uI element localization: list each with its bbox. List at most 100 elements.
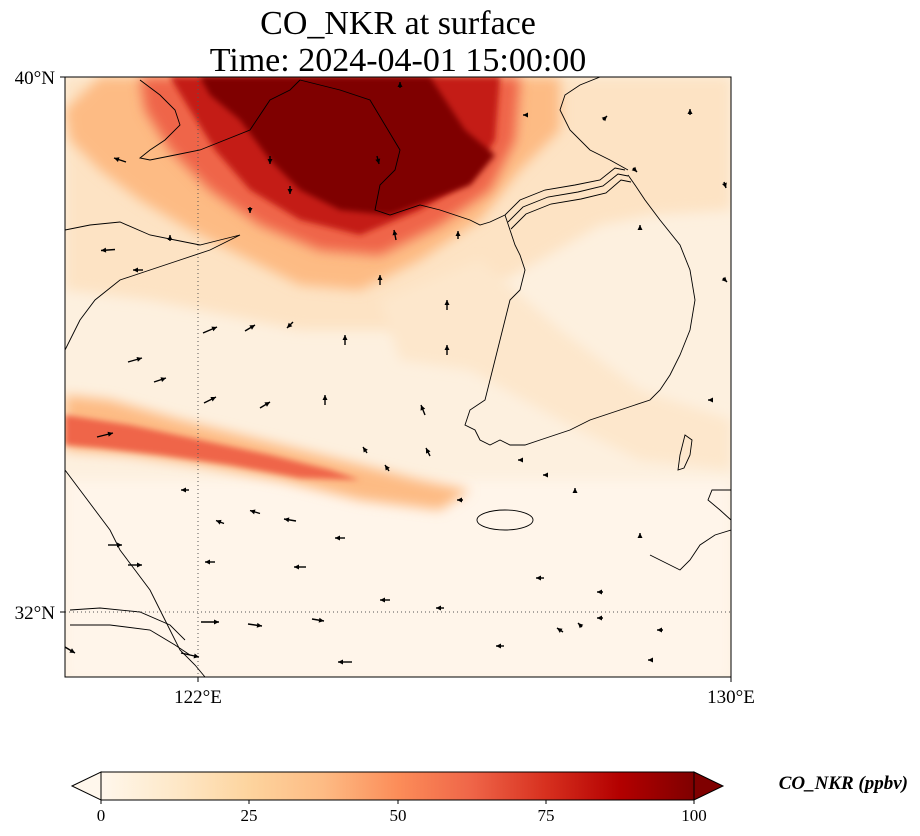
- wind-arrow-head: [457, 497, 462, 503]
- coast-north-korea-west: [299, 79, 506, 226]
- wind-arrow-head: [287, 322, 293, 328]
- wind-arrow-head: [181, 487, 186, 493]
- colorbar-extend-low: [70, 771, 102, 801]
- colorbar-tick-75: 75: [538, 806, 555, 825]
- colorbar-title: CO_NKR (ppbv): [779, 773, 908, 794]
- wind-arrow-head: [392, 230, 398, 236]
- wind-arrow-head: [107, 431, 113, 437]
- colorbar: 0 25 50 75 100 CO_NKR (ppbv): [70, 771, 908, 825]
- wind-arrow-head: [543, 472, 548, 478]
- wind-arrow-head: [657, 627, 662, 633]
- coast-kyushu: [707, 489, 731, 521]
- wind-arrow-head: [214, 619, 219, 625]
- wind-arrow-head: [101, 247, 107, 253]
- wind-arrow-head: [249, 325, 255, 330]
- border-line-3: [510, 179, 632, 230]
- wind-arrow-head: [721, 276, 727, 282]
- wind-arrow-head: [536, 575, 541, 581]
- wind-arrow-head: [557, 628, 563, 633]
- wind-arrow-head: [518, 457, 523, 463]
- wind-arrow-head: [375, 158, 381, 164]
- gridlines: [65, 77, 731, 677]
- wind-arrow-head: [250, 509, 256, 515]
- lat-tick-40n: 40°N: [15, 68, 56, 89]
- wind-arrow-head: [597, 589, 602, 595]
- wind-arrow-head: [597, 615, 602, 621]
- wind-arrow-head: [637, 533, 643, 538]
- wind-arrow-head: [523, 112, 528, 118]
- colorbar-tick-0: 0: [97, 806, 106, 825]
- colorbar-extend-high: [693, 771, 725, 801]
- wind-arrow-head: [247, 208, 253, 213]
- wind-arrow-head: [496, 643, 501, 649]
- wind-arrow-head: [342, 335, 348, 340]
- wind-arrow-head: [436, 605, 441, 611]
- wind-arrow-head: [601, 116, 607, 122]
- coast-tsushima: [677, 434, 693, 471]
- wind-arrow-head: [631, 166, 637, 172]
- wind-arrow-head: [117, 542, 122, 548]
- lat-tick-32n: 32°N: [15, 603, 56, 624]
- wind-vectors: [65, 82, 728, 665]
- wind-arrow-head: [287, 189, 293, 194]
- wind-arrow-head: [444, 300, 450, 305]
- coast-yangtze-2: [70, 624, 191, 656]
- plume-band-southeast: [380, 260, 731, 470]
- plume-south-red: [65, 415, 360, 480]
- coast-yangtze-1: [69, 607, 186, 641]
- wind-arrow-head: [648, 657, 653, 663]
- lon-tick-130e: 130°E: [707, 687, 755, 708]
- wind-arrow-head: [338, 659, 343, 665]
- colorbar-tick-25: 25: [241, 806, 258, 825]
- coast-jeju: [476, 509, 534, 531]
- coastlines: [65, 77, 731, 677]
- wind-arrow-head: [284, 517, 290, 523]
- wind-arrow-head: [193, 653, 199, 659]
- colorbar-gradient: [101, 772, 694, 800]
- colorbar-tick-50: 50: [390, 806, 407, 825]
- wind-arrow-head: [377, 275, 383, 280]
- wind-arrow-head: [69, 648, 75, 653]
- wind-arrow-head: [455, 231, 461, 236]
- wind-arrow-head: [322, 395, 328, 400]
- map-panel: [65, 77, 731, 677]
- wind-arrow-head: [722, 182, 727, 188]
- wind-arrow-head: [708, 397, 713, 403]
- wind-arrow-head: [137, 562, 142, 568]
- wind-arrow-head: [380, 597, 385, 603]
- low-concentration-zone: [65, 480, 731, 677]
- wind-arrow-head: [133, 267, 138, 273]
- map-title: CO_NKR at surface: [260, 5, 536, 42]
- border-line-2: [507, 173, 629, 223]
- map-frame: [64, 76, 732, 678]
- coast-shandong: [65, 221, 241, 351]
- coast-liaodong: [138, 79, 301, 161]
- wind-arrow-head: [294, 564, 299, 570]
- wind-arrow-head: [687, 109, 693, 114]
- wind-arrow-head: [136, 356, 142, 362]
- coast-northeast: [559, 77, 629, 171]
- coast-china-east: [65, 469, 206, 677]
- wind-arrow-head: [444, 345, 450, 350]
- wind-arrow-head: [264, 402, 270, 407]
- wind-arrow-head: [216, 519, 222, 525]
- wind-arrow-head: [211, 326, 217, 332]
- border-line-1: [504, 167, 626, 216]
- wind-arrow-head: [637, 225, 643, 230]
- plume-north-core: [200, 77, 495, 215]
- wind-arrow-head: [426, 448, 431, 454]
- wind-arrow-head: [397, 82, 403, 87]
- wind-arrow-head: [167, 235, 173, 240]
- wind-arrow-head: [385, 465, 390, 471]
- coast-kyushu-2: [649, 529, 731, 571]
- wind-arrow-head: [363, 447, 368, 453]
- wind-arrow-head: [420, 405, 426, 411]
- lon-tick-122e: 122°E: [174, 687, 222, 708]
- axis-ticks: [60, 76, 732, 682]
- colorbar-tick-100: 100: [681, 806, 707, 825]
- wind-arrow-head: [335, 535, 340, 541]
- map-subtitle-time: Time: 2024-04-01 15:00:00: [209, 42, 587, 79]
- coast-korea: [464, 174, 696, 446]
- wind-arrow-head: [578, 623, 584, 629]
